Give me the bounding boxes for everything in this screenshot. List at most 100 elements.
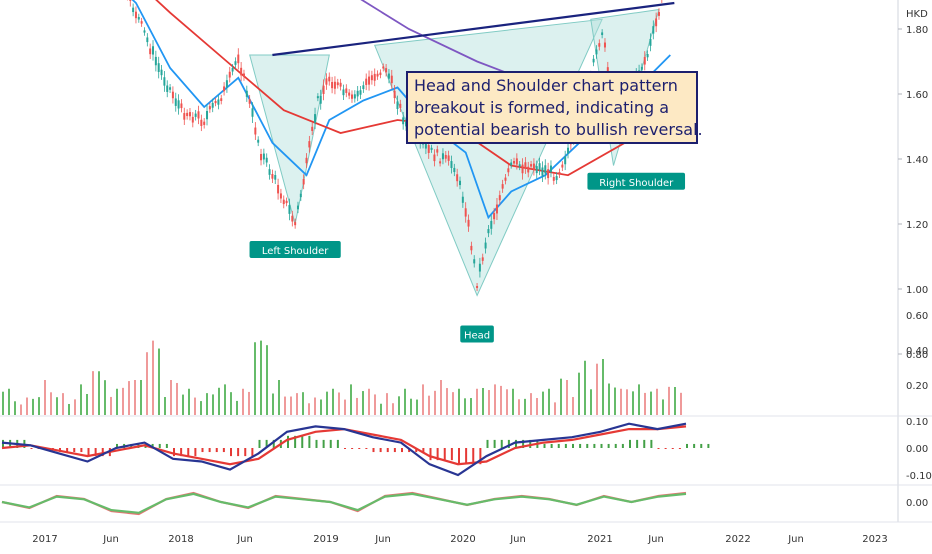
candle	[177, 100, 180, 109]
candle	[541, 167, 544, 176]
macd-histogram-bar	[458, 448, 460, 465]
candle	[169, 87, 172, 90]
volume-bar	[32, 398, 34, 415]
candle	[657, 12, 660, 16]
candle	[322, 85, 325, 95]
macd-histogram-bar	[515, 439, 517, 448]
macd-histogram-bar	[180, 448, 183, 457]
volume-bar	[194, 397, 196, 415]
macd-histogram-bar	[522, 439, 525, 448]
oscillator-line	[1, 492, 687, 514]
volume-bars	[2, 340, 682, 415]
macd-histogram-bar	[678, 448, 681, 449]
volume-bar	[536, 398, 538, 415]
macd-histogram-bar	[493, 439, 496, 448]
volume-bar	[590, 389, 592, 415]
macd-histogram-bar	[230, 448, 232, 457]
candle	[152, 46, 155, 55]
macd-histogram-bar	[2, 439, 4, 448]
time-tick-label: 2020	[450, 534, 475, 545]
macd-histogram-bar	[215, 448, 218, 453]
candle	[154, 56, 157, 66]
volume-bar	[296, 393, 298, 415]
candle	[132, 7, 135, 13]
volume-bar	[524, 398, 526, 415]
macd-histogram-bar	[529, 439, 532, 448]
candle	[655, 18, 658, 27]
annotation-label-bg	[587, 172, 686, 190]
price-tick-label: 0.80	[906, 350, 928, 361]
volume-tick-label: 0.20	[906, 381, 928, 392]
volume-bar	[518, 399, 520, 415]
volume-bar	[602, 359, 604, 415]
volume-bar	[374, 394, 376, 415]
volume-bar	[230, 392, 232, 415]
moving-average-1	[131, 0, 671, 220]
currency-label: HKD	[906, 9, 928, 20]
candle	[314, 114, 317, 123]
candle	[640, 66, 643, 70]
volume-bar	[188, 388, 190, 415]
candles	[127, 0, 663, 292]
macd-histogram-bar	[237, 448, 240, 457]
volume-bar	[122, 387, 124, 415]
candle	[262, 153, 265, 160]
candle	[251, 108, 254, 117]
macd-histogram-bar	[351, 448, 354, 449]
volume-bar	[578, 372, 580, 415]
candle	[174, 98, 177, 106]
macd-histogram-bar	[87, 448, 90, 457]
macd-histogram-bar	[258, 439, 261, 448]
candle	[547, 169, 550, 179]
candle	[606, 67, 609, 74]
candle	[467, 219, 470, 227]
macd-histogram-bar	[650, 439, 653, 448]
time-tick-label: 2018	[168, 534, 193, 545]
volume-bar	[566, 380, 568, 415]
macd-histogram-bar	[365, 448, 368, 449]
volume-bar	[224, 384, 226, 415]
volume-bar	[272, 393, 274, 415]
volume-bar	[368, 388, 370, 415]
candle	[336, 82, 339, 86]
macd-histogram-bar	[315, 439, 318, 448]
volume-bar	[56, 397, 58, 415]
volume-bar	[134, 380, 136, 415]
macd-histogram-bar	[372, 448, 375, 453]
candle	[538, 163, 541, 170]
volume-bar	[140, 379, 142, 415]
candle	[237, 54, 240, 64]
candle	[342, 89, 345, 96]
time-tick-label: Jun	[374, 534, 391, 545]
time-tick-label: Jun	[509, 534, 526, 545]
macd-histogram-bar	[507, 439, 510, 448]
candle	[245, 90, 248, 97]
candle	[501, 184, 504, 189]
candle	[308, 141, 311, 148]
volume-bar	[572, 397, 574, 415]
macd-histogram-bar	[479, 448, 482, 465]
candle	[353, 94, 356, 99]
macd-histogram-bar	[401, 448, 403, 453]
candle	[441, 153, 444, 160]
candle	[382, 66, 385, 69]
candle	[166, 85, 169, 92]
candle	[331, 81, 334, 89]
volume-bar	[206, 393, 208, 415]
candle	[240, 67, 243, 76]
candle	[254, 127, 257, 135]
macd-histogram-bar	[265, 439, 268, 448]
candle	[464, 208, 467, 217]
candle	[362, 85, 365, 90]
candle	[223, 86, 226, 92]
macd-histogram-bar	[429, 448, 432, 461]
volume-bar	[38, 397, 40, 415]
annotation-label-bg	[460, 325, 494, 343]
candle	[231, 67, 234, 72]
candle	[279, 193, 282, 199]
volume-bar	[596, 363, 598, 415]
candle	[294, 222, 297, 226]
candle	[510, 162, 513, 166]
candle	[203, 121, 206, 125]
macd-histogram-bar	[386, 448, 389, 453]
